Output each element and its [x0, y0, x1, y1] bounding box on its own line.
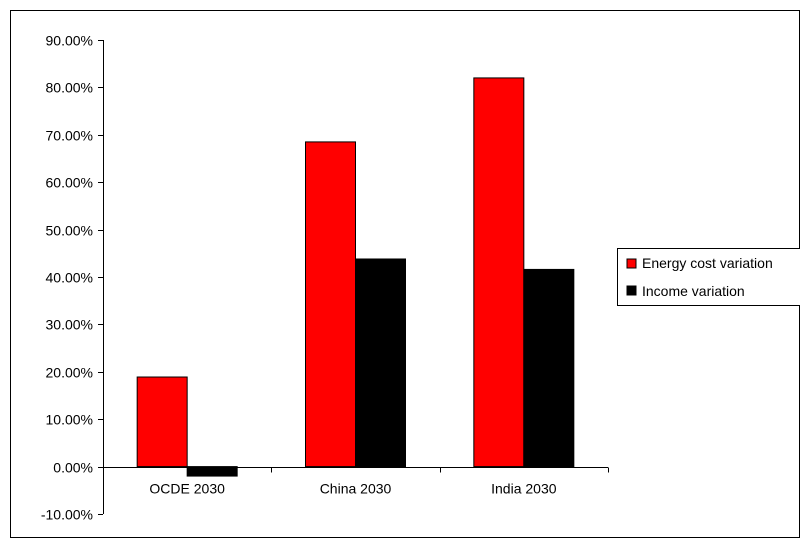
x-tick-label: China 2030 — [320, 481, 392, 497]
legend-swatch-energy-cost-variation — [626, 258, 637, 269]
y-tick-label: 80.00% — [46, 80, 93, 96]
y-tick-label: 10.00% — [46, 412, 93, 428]
bars — [136, 77, 575, 477]
y-tick-label: 30.00% — [46, 317, 93, 333]
y-tick-label: 90.00% — [46, 33, 93, 49]
y-tick-label: -10.00% — [41, 507, 93, 523]
bar-energy-cost-variation — [136, 376, 188, 468]
x-tick-label: India 2030 — [491, 481, 557, 497]
legend-label-income-variation: Income variation — [642, 283, 745, 299]
y-axis: 90.00% 80.00% 70.00% 60.00% 50.00% 40.00% 30.0… — [41, 33, 104, 523]
bar-income-variation — [186, 466, 238, 477]
x-tick-label: OCDE 2030 — [149, 481, 225, 497]
bar-income-variation — [523, 268, 575, 468]
y-tick-label: 70.00% — [46, 128, 93, 144]
legend: Energy cost variation Income variation — [617, 248, 800, 306]
y-tick-label: 50.00% — [46, 223, 93, 239]
bar-income-variation — [355, 258, 406, 468]
legend-box — [617, 248, 800, 306]
legend-label-energy-cost-variation: Energy cost variation — [642, 255, 773, 271]
y-tick-label: 20.00% — [46, 365, 93, 381]
legend-swatch-income-variation — [626, 285, 637, 296]
y-tick-label: 0.00% — [53, 460, 93, 476]
bar-energy-cost-variation — [473, 77, 525, 468]
y-tick-label: 60.00% — [46, 175, 93, 191]
y-tick-label: 40.00% — [46, 270, 93, 286]
bar-energy-cost-variation — [305, 141, 356, 468]
